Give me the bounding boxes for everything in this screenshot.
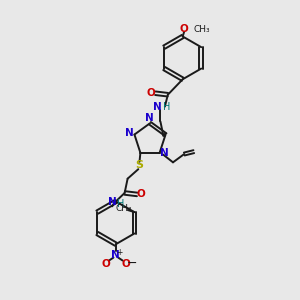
Text: N: N <box>153 102 162 112</box>
Text: N: N <box>108 197 116 207</box>
Text: H: H <box>163 102 170 112</box>
Text: CH₃: CH₃ <box>194 25 211 34</box>
Text: N: N <box>160 148 169 158</box>
Text: N: N <box>145 113 154 124</box>
Text: O: O <box>122 259 130 269</box>
Text: O: O <box>137 189 146 200</box>
Text: −: − <box>127 257 137 270</box>
Text: N: N <box>111 250 120 260</box>
Text: H: H <box>117 199 124 209</box>
Text: O: O <box>180 24 189 34</box>
Text: CH₃: CH₃ <box>116 204 132 213</box>
Text: +: + <box>116 248 123 257</box>
Text: O: O <box>147 88 156 98</box>
Text: N: N <box>125 128 134 138</box>
Text: S: S <box>135 160 143 170</box>
Text: O: O <box>101 259 110 269</box>
